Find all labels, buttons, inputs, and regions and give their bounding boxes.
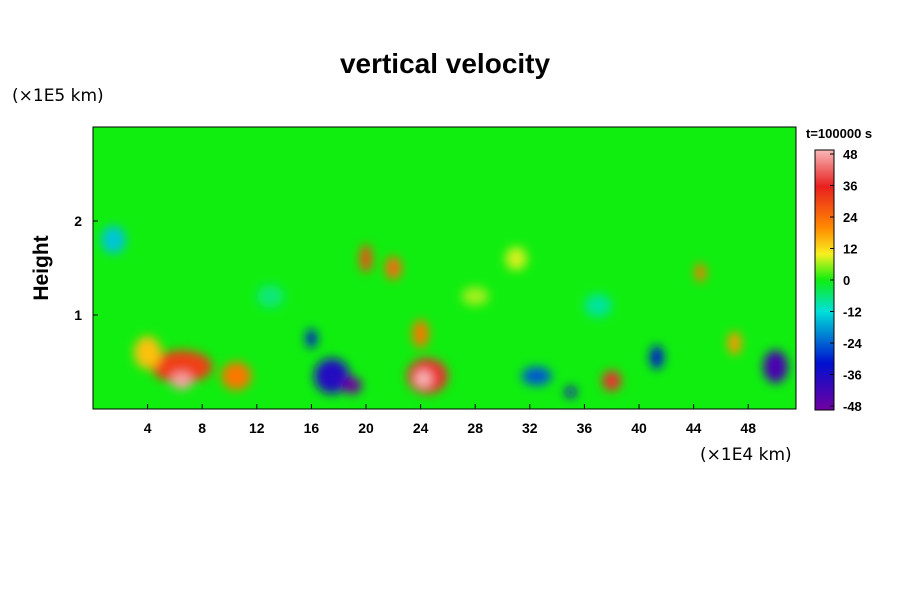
- heatmap-blob: [385, 256, 402, 280]
- colorbar-ticks: 48 36 24 12 0 -12 -24 -36 -48: [830, 147, 863, 414]
- x-tick-label: 12: [249, 420, 265, 436]
- heatmap-blob: [763, 350, 788, 384]
- heatmap-blob: [101, 225, 126, 254]
- time-label: t=100000 s: [806, 126, 872, 141]
- colorbar-tick-label: 36: [843, 179, 857, 194]
- plot-frame: [92, 126, 797, 410]
- heatmap-blob: [521, 366, 552, 386]
- y-tick-label: 1: [74, 307, 82, 323]
- x-tick-label: 20: [358, 420, 374, 436]
- heatmap-blob: [256, 284, 285, 308]
- heatmap-blob: [727, 331, 742, 355]
- heatmap-cells: [101, 225, 788, 398]
- x-tick-label: 8: [198, 420, 206, 436]
- heatmap-blob: [221, 362, 252, 391]
- x-tick-label: 24: [413, 420, 429, 436]
- heatmap-blob: [415, 370, 432, 388]
- x-tick-label: 36: [577, 420, 593, 436]
- y-tick-label: 2: [74, 213, 82, 229]
- x-axis-ticks: 4 8 12 16 20 24 28 32 36 40 44 48: [144, 404, 756, 436]
- x-tick-label: 16: [304, 420, 320, 436]
- colorbar-tick-label: 24: [843, 210, 858, 225]
- heatmap-blob: [602, 370, 622, 392]
- colorbar-tick-label: 0: [843, 273, 850, 288]
- colorbar-tick-label: -12: [843, 305, 862, 320]
- x-tick-label: 44: [686, 420, 702, 436]
- heatmap-blob: [649, 345, 664, 370]
- heatmap-blob: [305, 329, 317, 348]
- heatmap-blob: [412, 319, 429, 348]
- heatmap-blob: [133, 336, 162, 370]
- x-tick-label: 4: [144, 420, 152, 436]
- heatmap-blob: [565, 386, 577, 398]
- chart-title: vertical velocity: [340, 48, 551, 79]
- plot-area: [92, 126, 797, 410]
- heatmap-blob: [584, 293, 612, 318]
- colorbar-tick-label: 48: [843, 147, 857, 162]
- heatmap-blob: [314, 358, 350, 394]
- heatmap-blob: [170, 372, 193, 390]
- heatmap-blob: [359, 244, 373, 273]
- x-tick-label: 40: [631, 420, 647, 436]
- x-tick-label: 28: [467, 420, 483, 436]
- colorbar-tick-label: -36: [843, 368, 862, 383]
- heatmap-blob: [342, 377, 362, 394]
- heatmap-blob: [505, 246, 528, 271]
- colorbar-tick-label: -24: [843, 336, 863, 351]
- x-unit-label: (×1E4 km): [700, 445, 792, 465]
- heatmap-blob: [461, 286, 489, 306]
- heatmap-blob: [151, 350, 213, 384]
- heatmap-blob: [694, 263, 706, 283]
- x-tick-label: 48: [740, 420, 756, 436]
- y-axis-label: Height: [30, 235, 53, 300]
- x-tick-label: 32: [522, 420, 538, 436]
- colorbar-tick-label: -48: [843, 399, 862, 414]
- y-unit-label: (×1E5 km): [12, 86, 104, 106]
- y-axis-ticks: 12: [74, 213, 98, 323]
- colorbar-tick-label: 12: [843, 242, 857, 257]
